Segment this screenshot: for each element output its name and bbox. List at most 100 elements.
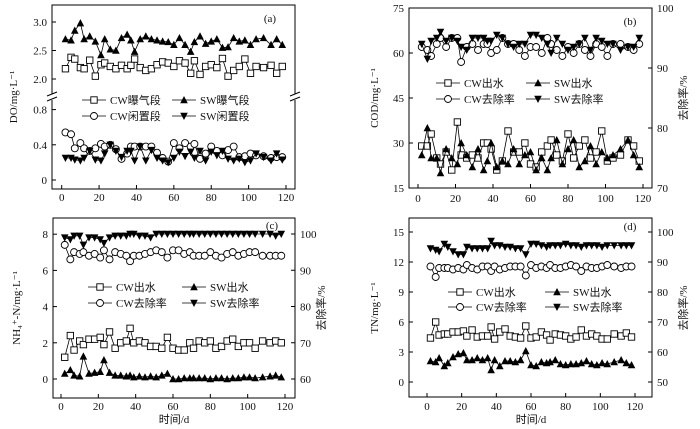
data-point <box>259 153 268 162</box>
legend-label: CW出水 <box>476 285 516 299</box>
data-point <box>453 118 462 126</box>
data-point <box>572 262 581 271</box>
x-tick-label: 20 <box>456 401 468 413</box>
legend-item: CW去除率 <box>88 296 167 310</box>
y-right-tick-label: 90 <box>657 257 669 269</box>
panel-label: (c) <box>266 220 279 232</box>
data-point <box>463 356 471 364</box>
data-point <box>521 271 530 280</box>
data-point <box>181 59 189 67</box>
data-point <box>598 243 606 251</box>
x-tick-label: 80 <box>563 193 575 205</box>
data-point <box>522 347 530 355</box>
data-point <box>532 31 540 39</box>
data-point <box>277 339 285 347</box>
data-point <box>577 267 586 275</box>
data-point <box>277 251 286 260</box>
y-tick-label: 0 <box>42 175 48 187</box>
data-point <box>240 230 248 238</box>
data-point <box>100 150 109 158</box>
x-tick-label: 120 <box>278 192 295 204</box>
data-point <box>577 243 586 251</box>
y-tick-label: 45 <box>393 93 405 105</box>
data-point <box>147 35 156 43</box>
data-point <box>501 325 509 333</box>
data-point <box>100 239 108 248</box>
data-point <box>473 354 482 362</box>
data-point <box>473 245 482 253</box>
data-point <box>164 159 173 167</box>
panel-a: 0 20 40 60 80 100 120 3.0 2.5 2.0 0.8 0.4 0 CW曝气段 SW曝气… <box>8 4 301 204</box>
axis-break-mark <box>46 96 58 102</box>
series-3 <box>426 261 636 281</box>
data-point <box>558 40 567 48</box>
data-point <box>67 36 75 44</box>
data-point <box>457 58 466 66</box>
data-point <box>169 230 177 238</box>
data-point <box>498 157 507 165</box>
data-point <box>622 359 631 367</box>
series-2 <box>60 352 286 383</box>
data-point <box>100 35 109 43</box>
data-point <box>635 163 644 171</box>
data-point <box>79 241 88 249</box>
y-tick-label: 0 <box>399 377 405 389</box>
legend-item: SW出水 <box>526 76 593 90</box>
data-point <box>123 30 131 38</box>
y-tick-label: 2.0 <box>33 74 47 86</box>
data-point <box>258 251 267 260</box>
data-point <box>509 145 518 153</box>
data-point <box>457 43 465 51</box>
data-point <box>218 54 227 63</box>
data-point <box>196 147 204 155</box>
data-point <box>241 55 249 63</box>
data-point <box>273 69 281 77</box>
data-point <box>427 154 435 162</box>
data-point <box>558 52 567 60</box>
data-point <box>526 148 535 156</box>
data-point <box>463 332 471 340</box>
data-point <box>157 248 166 257</box>
data-point <box>521 151 529 159</box>
y-axis-title: DO/mg·L⁻¹ <box>8 71 20 124</box>
legend-item: SW去除率 <box>526 92 604 106</box>
y-right-tick-label: 60 <box>657 347 669 359</box>
y-right-tick-label: 80 <box>657 287 669 299</box>
data-point <box>252 150 260 158</box>
data-point <box>454 251 462 259</box>
data-point <box>423 124 432 132</box>
data-point <box>577 326 585 334</box>
data-point <box>91 37 100 45</box>
data-point <box>91 156 100 164</box>
data-point <box>80 65 88 73</box>
data-point <box>90 368 99 376</box>
data-point <box>603 52 612 60</box>
data-point <box>130 157 139 165</box>
data-point <box>567 242 575 250</box>
data-point <box>170 40 178 48</box>
data-point <box>527 361 535 369</box>
data-point <box>546 336 554 344</box>
data-point <box>436 28 445 36</box>
data-point <box>442 145 450 153</box>
legend-label: SW去除率 <box>573 300 623 314</box>
data-point <box>218 147 227 155</box>
data-point <box>163 333 172 342</box>
data-point <box>267 61 275 69</box>
data-point <box>217 230 226 238</box>
legend-item: CW去除率 <box>448 300 527 314</box>
data-point <box>245 373 254 381</box>
data-point <box>100 355 108 364</box>
data-point <box>85 32 94 40</box>
data-point <box>99 246 108 255</box>
data-point <box>163 369 172 377</box>
data-point <box>468 163 477 171</box>
data-point <box>558 160 567 168</box>
data-point <box>127 61 135 69</box>
data-point <box>126 257 135 266</box>
data-point <box>75 232 84 240</box>
y-right-tick-label: 70 <box>300 338 312 350</box>
data-point <box>521 139 529 147</box>
data-point <box>564 130 572 138</box>
data-point <box>141 373 149 381</box>
